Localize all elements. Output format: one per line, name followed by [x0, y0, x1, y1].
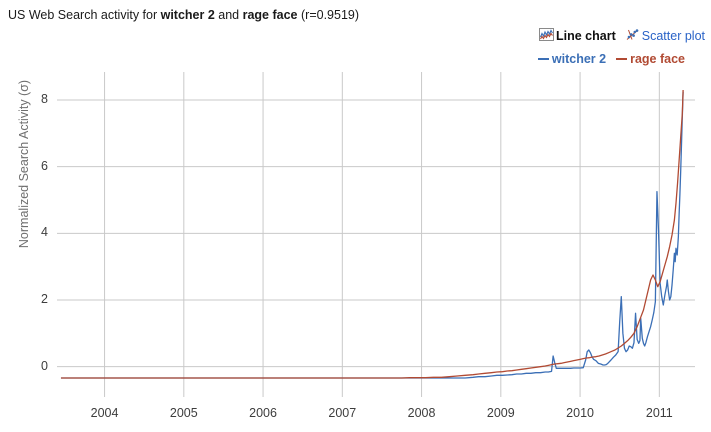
x-tick-label: 2011	[645, 406, 673, 420]
x-tick-label: 2005	[169, 406, 198, 420]
series-a-swatch	[537, 58, 549, 60]
line-chart-label: Line chart	[556, 29, 616, 43]
chart-title-correlation: (r=0.9519)	[297, 8, 360, 22]
chart-title-prefix: US Web Search activity for	[8, 8, 161, 22]
series-b-swatch	[616, 58, 628, 60]
y-tick-label: 6	[41, 158, 48, 173]
y-tick-label: 4	[41, 225, 48, 240]
series-line-a	[60, 91, 684, 379]
line-chart-toggle[interactable]: Line chart	[539, 28, 616, 44]
y-tick-label: 8	[41, 92, 48, 106]
chart-title-term-b: rage face	[242, 8, 298, 22]
y-tick-label: 2	[41, 292, 48, 306]
legend-item-series-b[interactable]: rage face	[616, 52, 685, 66]
line-chart-icon	[539, 28, 555, 44]
series-b-label: rage face	[630, 52, 685, 66]
scatter-plot-icon	[625, 28, 640, 44]
x-tick-label: 2010	[566, 406, 594, 420]
legend-item-series-a[interactable]: witcher 2	[537, 52, 607, 66]
scatter-plot-toggle[interactable]: Scatter plot	[625, 28, 705, 44]
chart-title-term-a: witcher 2	[160, 8, 215, 22]
series-a-label: witcher 2	[551, 52, 607, 66]
series-line-b	[60, 89, 684, 379]
x-tick-label: 2009	[486, 406, 515, 420]
chart-type-legend: Line chart Scatter plot	[539, 28, 705, 44]
y-tick-label: 0	[41, 358, 48, 373]
chart-title: US Web Search activity for witcher 2 and…	[8, 8, 359, 22]
series-legend: witcher 2 rage face	[537, 52, 685, 66]
scatter-plot-label: Scatter plot	[641, 29, 705, 43]
x-tick-label: 2007	[328, 406, 357, 420]
series-paths	[60, 89, 684, 379]
x-tick-label: 2008	[407, 406, 436, 420]
x-tick-label: 2006	[249, 406, 277, 420]
chart-title-conjunction: and	[214, 8, 243, 22]
gridlines	[57, 72, 695, 397]
x-tick-label: 2004	[90, 406, 119, 420]
